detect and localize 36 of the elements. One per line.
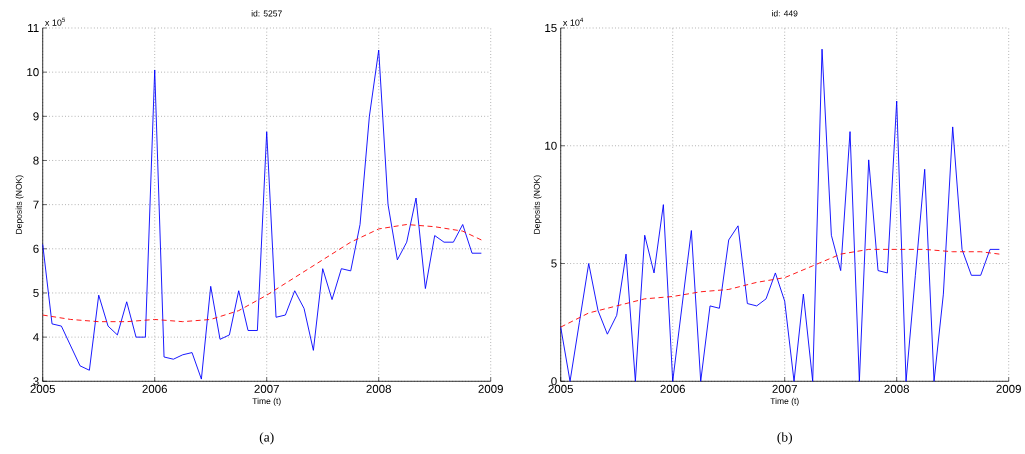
text: x 10$^{5}$ xyxy=(45,17,66,26)
x-tick-label: 2007 xyxy=(254,384,279,393)
x-axis-title: Time (t) xyxy=(252,397,281,406)
y-axis-title: Deposits (NOK) xyxy=(15,175,24,234)
x-tick-label: 2005 xyxy=(548,384,574,393)
y-tick-label: 3 xyxy=(33,377,39,386)
y-axis-title: Deposits (NOK) xyxy=(533,175,542,234)
x-tick-label: 2008 xyxy=(366,384,391,393)
chart-title: id: 5257 xyxy=(251,10,282,17)
line-series xyxy=(560,48,1000,382)
x-tick-label: 2006 xyxy=(660,384,685,393)
x-tick-label: 2007 xyxy=(772,384,797,393)
y-tick-label: 11 xyxy=(28,24,39,32)
y-tick-label: 9 xyxy=(33,112,39,121)
text: x 10$^{4}$ xyxy=(563,17,584,26)
x-tick-label: 2005 xyxy=(30,384,56,393)
y-tick-label: 8 xyxy=(33,156,39,165)
x-tick-label: 2009 xyxy=(478,384,503,393)
text: (a) xyxy=(259,432,274,445)
chart-title: id: 449 xyxy=(772,10,798,17)
y-tick-label: 5 xyxy=(551,259,557,268)
x-tick-label: 2006 xyxy=(142,384,167,393)
line-series xyxy=(42,49,482,380)
line-series xyxy=(42,224,482,323)
x-tick-label: 2009 xyxy=(996,384,1021,393)
y-tick-label: 4 xyxy=(33,333,39,342)
y-tick-label: 10 xyxy=(545,141,557,150)
y-tick-label: 10 xyxy=(27,68,39,77)
y-tick-label: 7 xyxy=(33,200,39,209)
y-tick-label: 5 xyxy=(33,288,39,297)
y-tick-label: 0 xyxy=(551,377,557,386)
x-axis-title: Time (t) xyxy=(770,397,799,406)
y-tick-label: 15 xyxy=(545,23,557,32)
x-tick-label: 2008 xyxy=(884,384,909,393)
text: (b) xyxy=(777,432,792,445)
y-tick-label: 6 xyxy=(33,244,39,253)
